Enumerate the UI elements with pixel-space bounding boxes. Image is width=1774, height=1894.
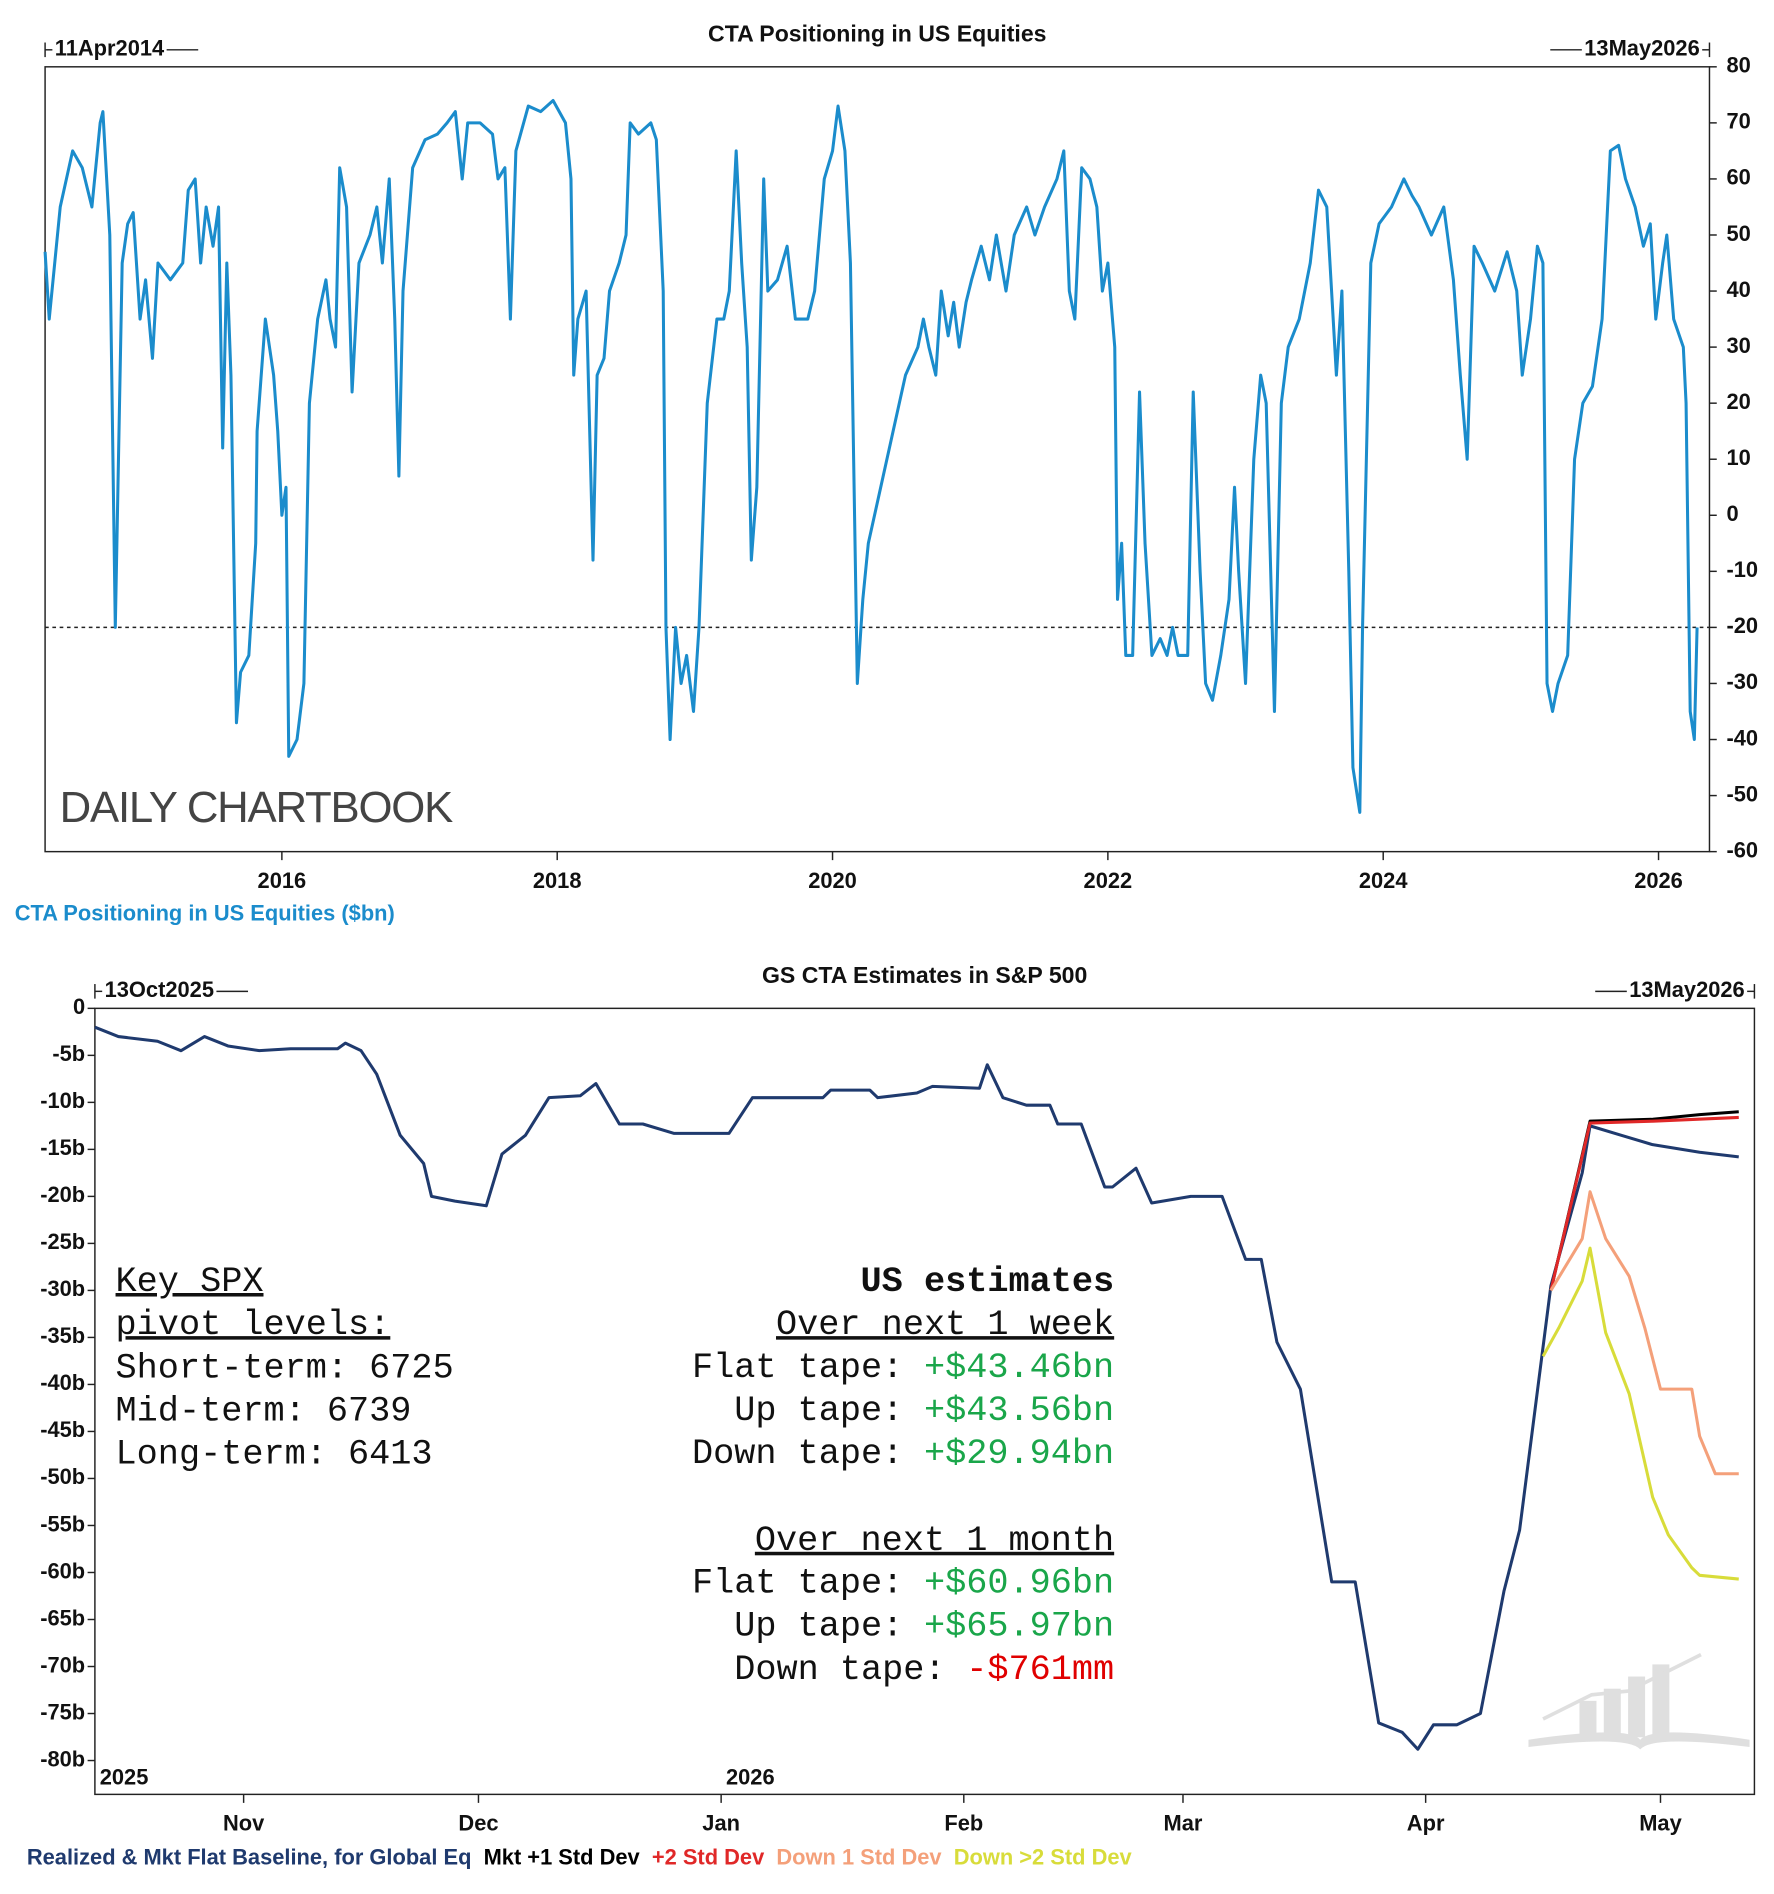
estimate-row: Flat tape: +$60.96bn: [692, 1564, 1114, 1604]
estimate-row: Flat tape: +$43.46bn: [692, 1348, 1114, 1388]
year-label: 2026: [726, 1764, 775, 1789]
x-tick-label: Feb: [944, 1811, 983, 1836]
x-tick-label: May: [1639, 1811, 1682, 1836]
estimate-value: +$43.56bn: [924, 1391, 1114, 1431]
y-tick-label: -30b: [40, 1276, 85, 1301]
estimate-label: Down tape:: [692, 1435, 903, 1475]
estimate-label: Flat tape:: [692, 1564, 903, 1604]
legend-entry: +2 Std Dev: [652, 1845, 765, 1870]
x-tick-label: Mar: [1164, 1811, 1203, 1836]
y-tick-label: -40b: [40, 1370, 85, 1395]
y-tick-label: -30: [1726, 669, 1758, 694]
y-tick-label: -60b: [40, 1558, 85, 1583]
estimate-value: +$60.96bn: [924, 1564, 1114, 1604]
y-tick-label: -5b: [52, 1041, 85, 1066]
logo: [1528, 1653, 1750, 1750]
y-tick-label: -25b: [40, 1229, 85, 1254]
x-tick-label: 2020: [808, 868, 857, 893]
y-tick-label: 0: [73, 994, 85, 1019]
x-tick-label: 2024: [1359, 868, 1408, 893]
series-line: [1541, 1246, 1739, 1581]
y-tick-label: -15b: [40, 1135, 85, 1160]
legend-entry: Realized & Mkt Flat Baseline, for Global…: [27, 1845, 472, 1870]
text-box-line: Short-term: 6725: [116, 1348, 454, 1388]
x-tick-label: 2026: [1634, 868, 1683, 893]
estimates-heading: Over next 1 week: [776, 1305, 1114, 1345]
estimate-row: Down tape: -$761mm: [734, 1650, 1114, 1690]
y-tick-label: 70: [1726, 109, 1750, 134]
y-tick-label: -60: [1726, 837, 1758, 862]
legend-entry: Down 1 Std Dev: [776, 1845, 942, 1870]
estimate-label: Up tape:: [734, 1607, 903, 1647]
x-tick-label: Jan: [702, 1811, 740, 1836]
estimate-row: Up tape: +$65.97bn: [734, 1607, 1114, 1647]
estimate-label: Down tape:: [734, 1650, 945, 1690]
y-tick-label: -20: [1726, 613, 1758, 638]
chart-title: CTA Positioning in US Equities: [708, 20, 1046, 46]
y-tick-label: 50: [1726, 221, 1750, 246]
y-tick-label: -10b: [40, 1088, 85, 1113]
y-tick-label: -20b: [40, 1182, 85, 1207]
y-tick-label: -10: [1726, 557, 1758, 582]
y-tick-label: -50b: [40, 1464, 85, 1489]
estimate-value: +$43.46bn: [924, 1348, 1114, 1388]
y-tick-label: -45b: [40, 1417, 85, 1442]
estimate-row: Down tape: +$29.94bn: [692, 1435, 1114, 1475]
estimates-heading: Over next 1 month: [755, 1521, 1114, 1561]
watermark: DAILY CHARTBOOK: [60, 783, 453, 832]
x-tick-label: 2022: [1084, 868, 1133, 893]
legend-entry: CTA Positioning in US Equities ($bn): [15, 901, 395, 926]
estimate-label: Up tape:: [734, 1391, 903, 1431]
y-tick-label: 20: [1726, 389, 1750, 414]
end-label: 13May2026: [1584, 36, 1699, 61]
x-tick-label: 2018: [533, 868, 582, 893]
x-tick-label: 2016: [258, 868, 307, 893]
legend-entry: Down >2 Std Dev: [954, 1845, 1133, 1870]
y-tick-label: 30: [1726, 333, 1750, 358]
series-line: [1549, 1190, 1739, 1476]
y-tick-label: 10: [1726, 445, 1750, 470]
end-label: 13May2026: [1629, 977, 1744, 1002]
estimate-row: Up tape: +$43.56bn: [734, 1391, 1114, 1431]
x-tick-label: Dec: [458, 1811, 498, 1836]
x-tick-label: Nov: [223, 1811, 265, 1836]
text-box-heading: Key SPX: [116, 1262, 264, 1302]
y-tick-label: -70b: [40, 1652, 85, 1677]
text-box-line: Long-term: 6413: [116, 1435, 433, 1475]
chart-title: GS CTA Estimates in S&P 500: [762, 962, 1087, 988]
y-tick-label: 80: [1726, 53, 1750, 78]
estimate-value: +$29.94bn: [924, 1435, 1114, 1475]
estimate-label: Flat tape:: [692, 1348, 903, 1388]
start-label: 13Oct2025: [105, 977, 214, 1002]
y-tick-label: -75b: [40, 1699, 85, 1724]
series-line: [1549, 1115, 1739, 1291]
y-tick-label: -80b: [40, 1746, 85, 1771]
year-label: 2025: [100, 1764, 149, 1789]
text-box-line: Mid-term: 6739: [116, 1391, 412, 1431]
y-tick-label: 0: [1726, 501, 1738, 526]
estimates-title: US estimates: [861, 1262, 1115, 1302]
start-label: 11Apr2014: [55, 36, 165, 61]
plot-frame: [94, 1007, 1756, 1796]
text-box-heading: pivot levels:: [116, 1305, 391, 1345]
series-line: [94, 1025, 1739, 1751]
y-tick-label: 60: [1726, 165, 1750, 190]
y-tick-label: -40: [1726, 725, 1758, 750]
y-tick-label: -55b: [40, 1511, 85, 1536]
legend-entry: Mkt +1 Std Dev: [484, 1845, 641, 1870]
y-tick-label: -35b: [40, 1323, 85, 1348]
y-tick-label: -65b: [40, 1605, 85, 1630]
estimate-value: +$65.97bn: [924, 1607, 1114, 1647]
x-tick-label: Apr: [1407, 1811, 1445, 1836]
estimate-value: -$761mm: [966, 1650, 1114, 1690]
y-tick-label: 40: [1726, 277, 1750, 302]
series-line: [43, 98, 1699, 814]
y-tick-label: -50: [1726, 781, 1758, 806]
